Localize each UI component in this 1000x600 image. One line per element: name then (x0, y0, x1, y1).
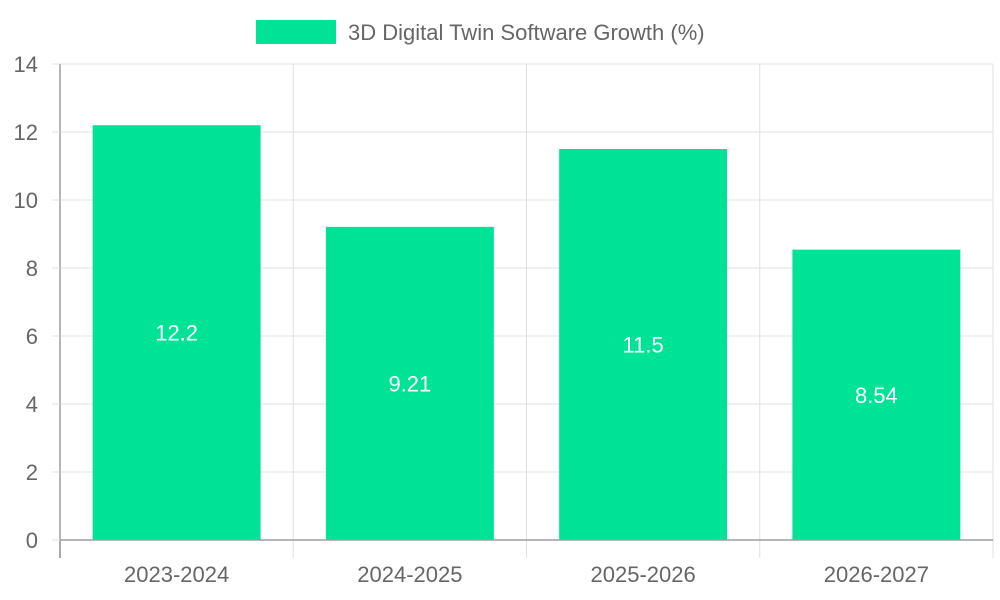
x-tick-label: 2024-2025 (357, 562, 462, 587)
x-tick-label: 2025-2026 (591, 562, 696, 587)
x-tick-label: 2026-2027 (824, 562, 929, 587)
y-tick-label: 0 (26, 528, 38, 553)
bar (325, 226, 494, 541)
y-tick-label: 4 (26, 392, 38, 417)
y-tick-label: 14 (14, 52, 38, 77)
x-tick-label: 2023-2024 (124, 562, 229, 587)
data-label: 9.21 (388, 371, 431, 396)
y-tick-label: 12 (14, 120, 38, 145)
labels: 0 2 4 6 8 10 12 14 12.2 9.21 11.5 8.54 2023-2024 2024… (14, 52, 929, 587)
data-label: 11.5 (623, 333, 664, 358)
y-tick-label: 6 (26, 324, 38, 349)
data-label: 8.54 (855, 383, 898, 408)
y-tick-label: 2 (26, 460, 38, 485)
legend-label: 3D Digital Twin Software Growth (%) (348, 20, 705, 45)
legend[interactable]: 3D Digital Twin Software Growth (%) (256, 20, 705, 45)
y-tick-label: 8 (26, 256, 38, 281)
bars (92, 125, 961, 541)
y-tick-label: 10 (14, 188, 38, 213)
legend-swatch (256, 20, 336, 44)
axes (52, 63, 993, 558)
data-label: 12.2 (155, 321, 198, 346)
bar (559, 149, 728, 540)
bar (92, 125, 261, 540)
bar (792, 249, 961, 540)
